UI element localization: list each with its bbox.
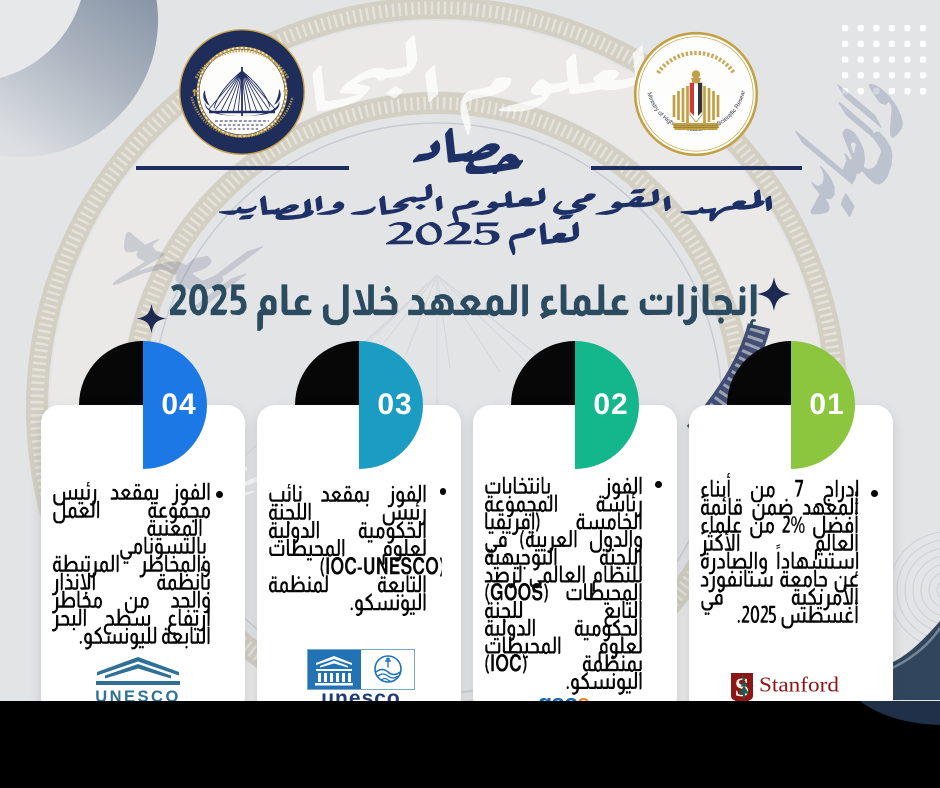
svg-text:unesco: unesco	[321, 687, 401, 702]
svg-text:UNESCO: UNESCO	[95, 688, 181, 702]
svg-text:University: University	[766, 699, 833, 702]
svg-text:Stanford: Stanford	[759, 673, 840, 697]
svg-text:goos: goos	[538, 694, 589, 702]
svg-text:S: S	[735, 673, 749, 702]
